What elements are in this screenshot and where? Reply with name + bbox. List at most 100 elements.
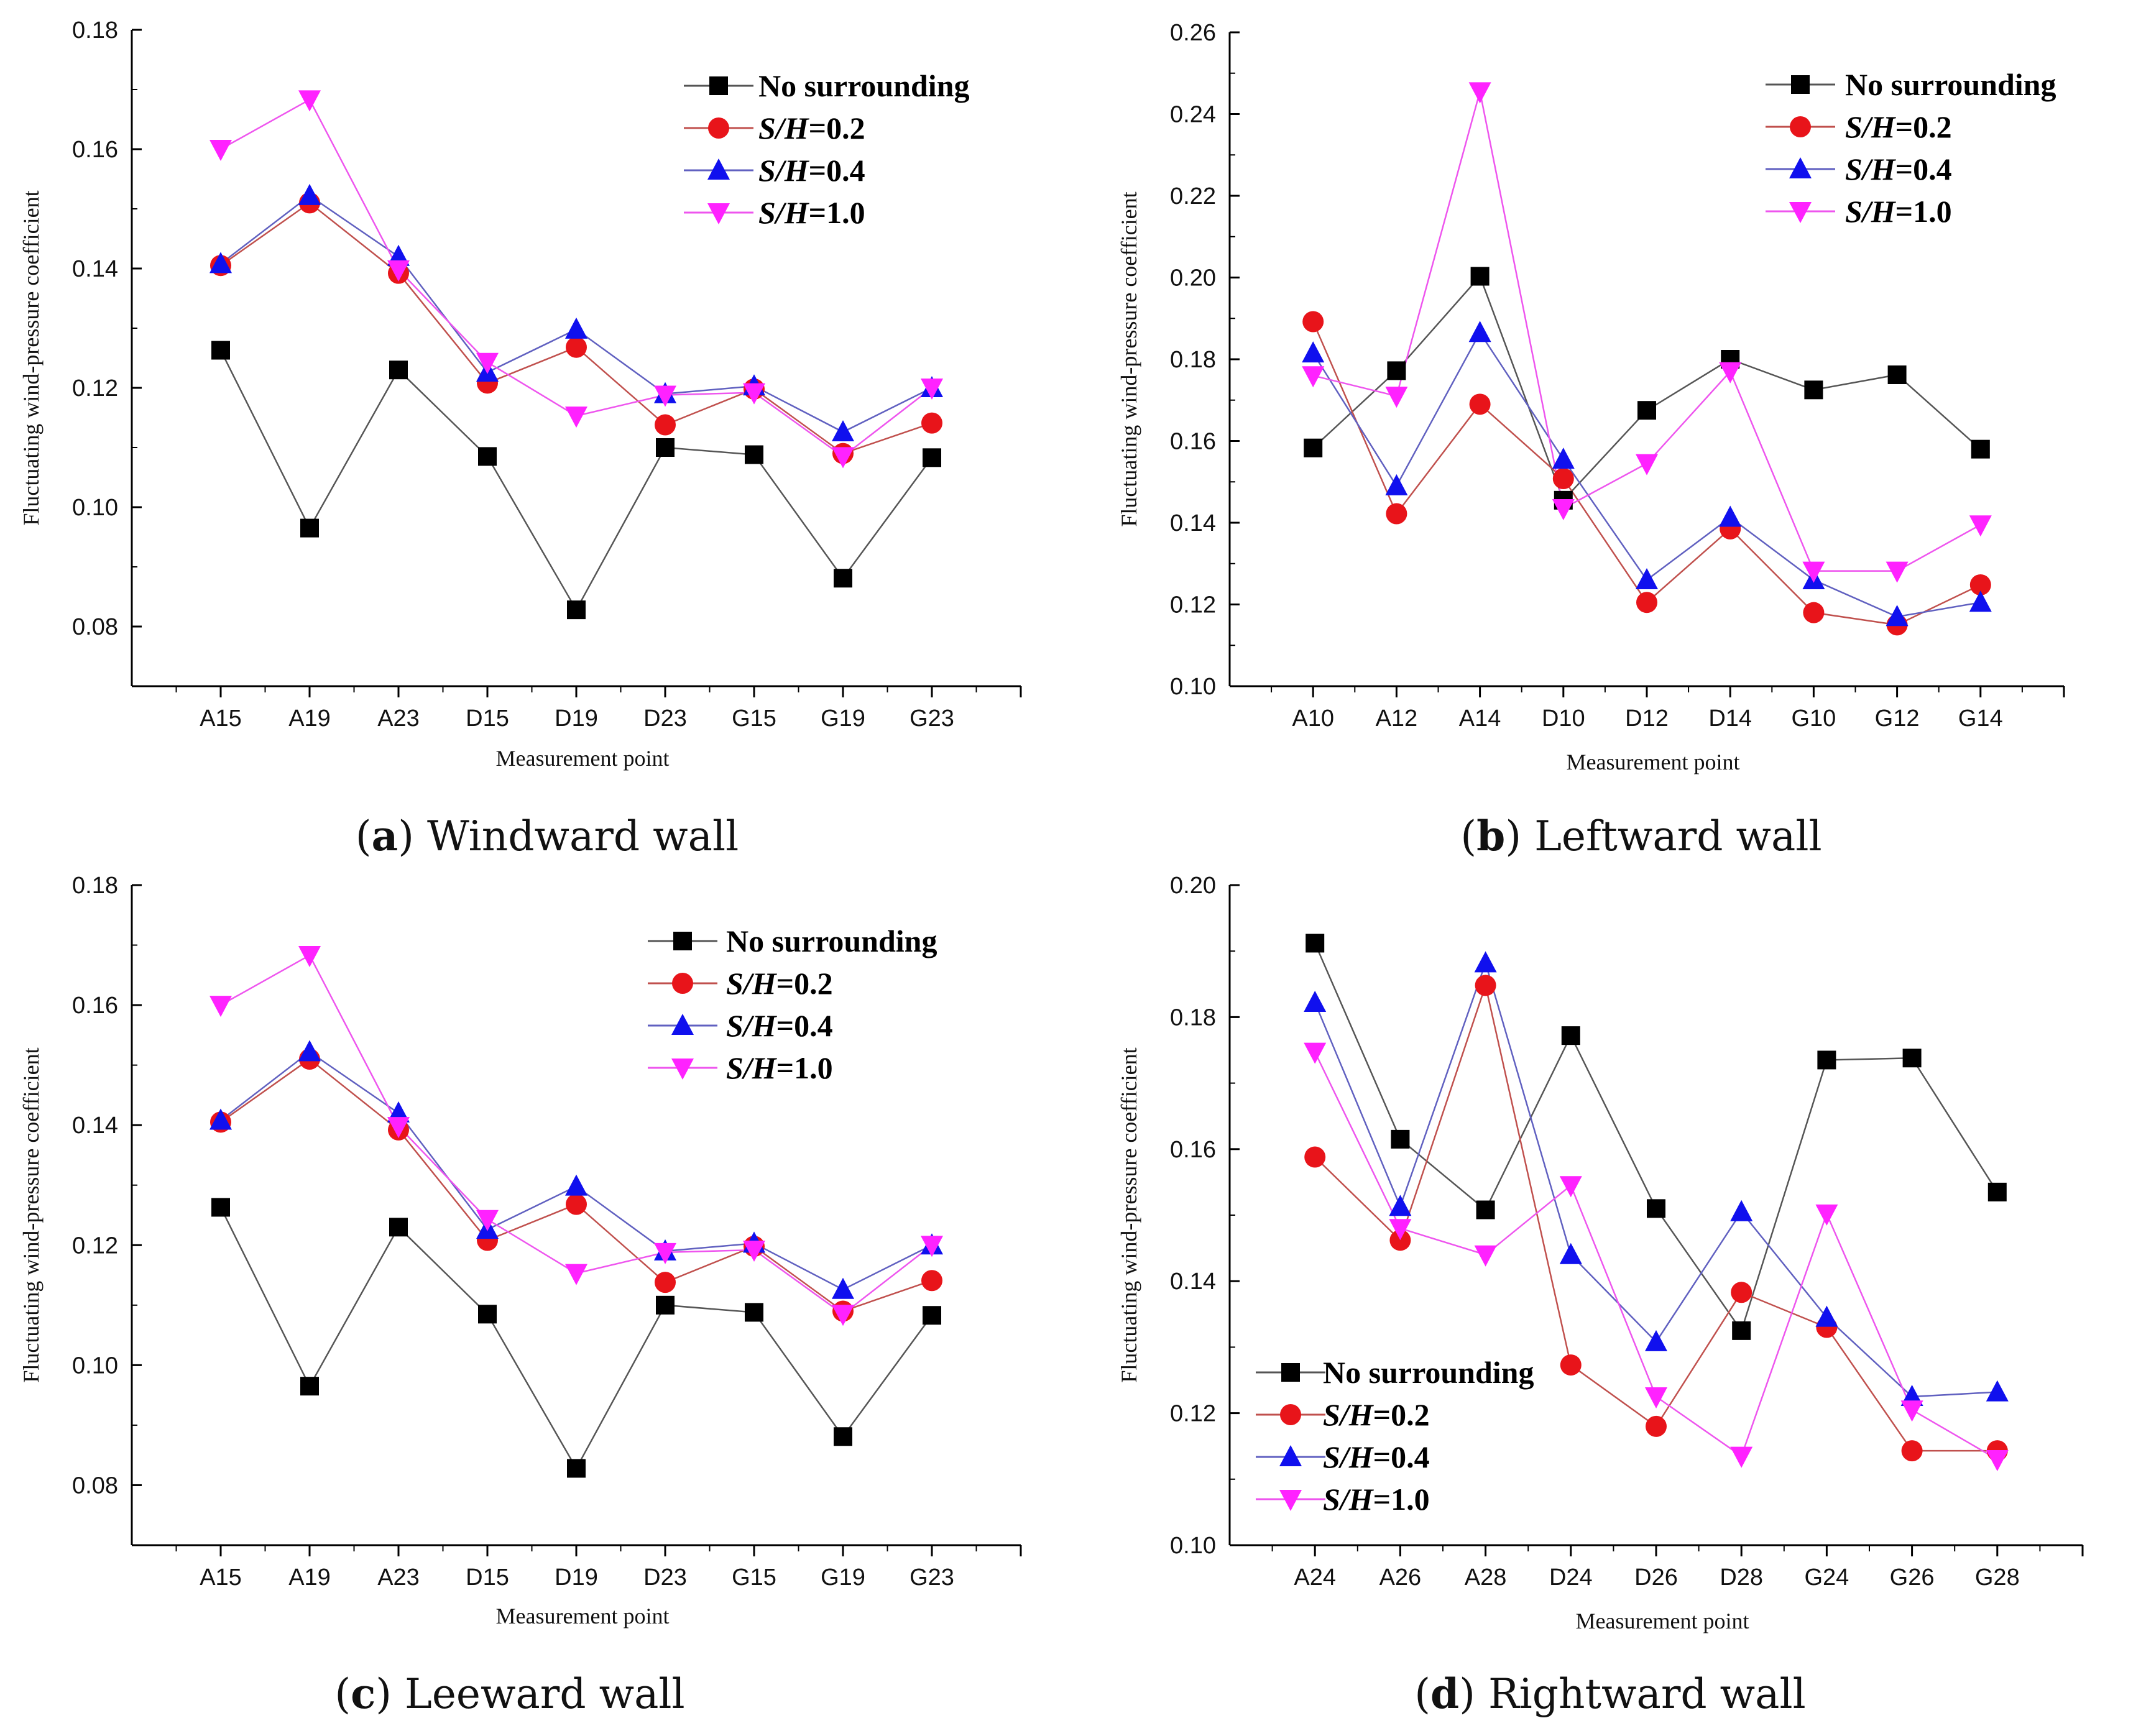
y-tick-label: 0.12 (1170, 592, 1216, 618)
data-point (1637, 401, 1656, 420)
x-tick-label: G15 (732, 1564, 776, 1591)
data-point (1391, 1129, 1410, 1149)
y-tick-label: 0.20 (1170, 265, 1216, 292)
legend-label: No surrounding (726, 924, 937, 958)
data-point (921, 379, 943, 400)
data-point (923, 448, 941, 467)
legend-label: S/H=0.2 (1323, 1397, 1430, 1432)
caption-rightward: (d) Rightward wall (1414, 1669, 1805, 1718)
data-point (1730, 1446, 1753, 1468)
legend-label: S/H=0.4 (1845, 152, 1952, 186)
caption-windward: (a) Windward wall (356, 812, 739, 860)
data-point (210, 140, 232, 161)
legend-label: S/H=1.0 (758, 195, 865, 230)
data-point (1969, 590, 1992, 612)
caption-leftward: (b) Leftward wall (1460, 812, 1821, 860)
data-point (1645, 1330, 1667, 1351)
y-tick-label: 0.20 (1170, 873, 1216, 899)
x-tick-label: D14 (1708, 705, 1752, 732)
panel-leeward: (c) Leeward wall 0.08 0.10 0.12 0.14 0.16 0.1… (19, 873, 1022, 1718)
y-tick-label: 0.18 (1170, 347, 1216, 373)
x-tick-label: G23 (910, 705, 954, 732)
data-point (1719, 362, 1742, 383)
legend-marker (671, 1014, 694, 1035)
legend-label: S/H=1.0 (1323, 1482, 1430, 1517)
data-point (834, 569, 852, 588)
data-point (1304, 1146, 1326, 1168)
data-point (210, 252, 232, 273)
data-point (1886, 605, 1909, 627)
legend-label: S/H=0.2 (726, 966, 833, 1001)
data-point (1636, 592, 1657, 613)
x-tick-label: G28 (1975, 1564, 2020, 1591)
data-point (1552, 467, 1574, 489)
y-axis-title: Fluctuating wind-pressure coefficient (19, 190, 44, 525)
series-line-0 (219, 1206, 933, 1470)
data-point (1730, 1200, 1753, 1221)
y-tick-label: 0.16 (1170, 1137, 1216, 1163)
y-tick-label: 0.14 (72, 256, 118, 282)
data-point (389, 1218, 408, 1237)
legend-label: S/H=0.4 (758, 153, 865, 188)
legend-label: No surrounding (1323, 1355, 1534, 1390)
data-point (1559, 1176, 1582, 1198)
legend-marker (707, 158, 730, 180)
data-point (1803, 602, 1825, 623)
data-point (1561, 1026, 1580, 1045)
x-tick-label: D10 (1542, 705, 1585, 732)
y-tick-label: 0.14 (72, 1113, 118, 1139)
data-point (1886, 561, 1909, 583)
data-point (745, 1303, 763, 1322)
x-axis-title: Measurement point (1567, 750, 1740, 774)
data-point (476, 1210, 499, 1231)
data-point (743, 1240, 765, 1262)
data-point (656, 438, 675, 457)
data-point (387, 260, 410, 282)
x-axis-title: Measurement point (496, 746, 670, 771)
data-point (1306, 934, 1325, 953)
data-point (1304, 1042, 1327, 1064)
data-point (1304, 991, 1327, 1013)
x-tick-label: G26 (1890, 1564, 1935, 1591)
data-point (655, 1272, 676, 1293)
data-point (921, 412, 942, 434)
data-point (1645, 1387, 1667, 1409)
data-point (1804, 380, 1823, 400)
x-tick-label: A19 (288, 705, 331, 732)
data-point (298, 183, 321, 205)
x-tick-label: G12 (1875, 705, 1920, 732)
data-point (565, 406, 587, 428)
x-tick-label: D26 (1634, 1564, 1678, 1591)
legend-label: S/H=0.2 (1845, 109, 1952, 144)
legend-label: S/H=0.4 (1323, 1440, 1430, 1474)
data-point (745, 445, 763, 464)
data-point (389, 361, 408, 380)
chart-3: 0.10 0.12 0.14 0.16 0.18 0.20 A24 A26 A28 D24 D26 D… (1117, 873, 2084, 1633)
legend-marker (1789, 202, 1812, 223)
y-axis-title: Fluctuating wind-pressure coefficient (1117, 1047, 1141, 1382)
y-tick-label: 0.12 (72, 1233, 118, 1259)
data-point (1732, 1321, 1751, 1340)
x-tick-label: G23 (910, 1564, 954, 1591)
data-point (1969, 515, 1992, 537)
data-point (1302, 311, 1324, 333)
x-tick-label: D24 (1549, 1564, 1593, 1591)
data-point (1476, 1200, 1495, 1219)
data-point (1389, 1219, 1412, 1241)
data-point (1971, 439, 1990, 459)
chart-0: 0.08 0.10 0.12 0.14 0.16 0.18 A15 A19 A23 D15 D19 D… (19, 17, 1022, 771)
data-point (1901, 1440, 1923, 1462)
y-tick-label: 0.16 (72, 993, 118, 1019)
x-tick-label: A12 (1376, 705, 1418, 732)
data-point (1474, 951, 1497, 973)
y-axis-title: Fluctuating wind-pressure coefficient (19, 1047, 44, 1382)
data-point (300, 1377, 319, 1396)
caption-leeward: (c) Leeward wall (334, 1669, 684, 1718)
series-line-0 (219, 349, 933, 612)
legend-marker (707, 203, 730, 224)
data-point (476, 352, 499, 374)
y-tick-label: 0.08 (72, 614, 118, 640)
legend-label: S/H=0.2 (758, 111, 865, 145)
data-point (1474, 1245, 1497, 1267)
data-point (1475, 975, 1496, 996)
